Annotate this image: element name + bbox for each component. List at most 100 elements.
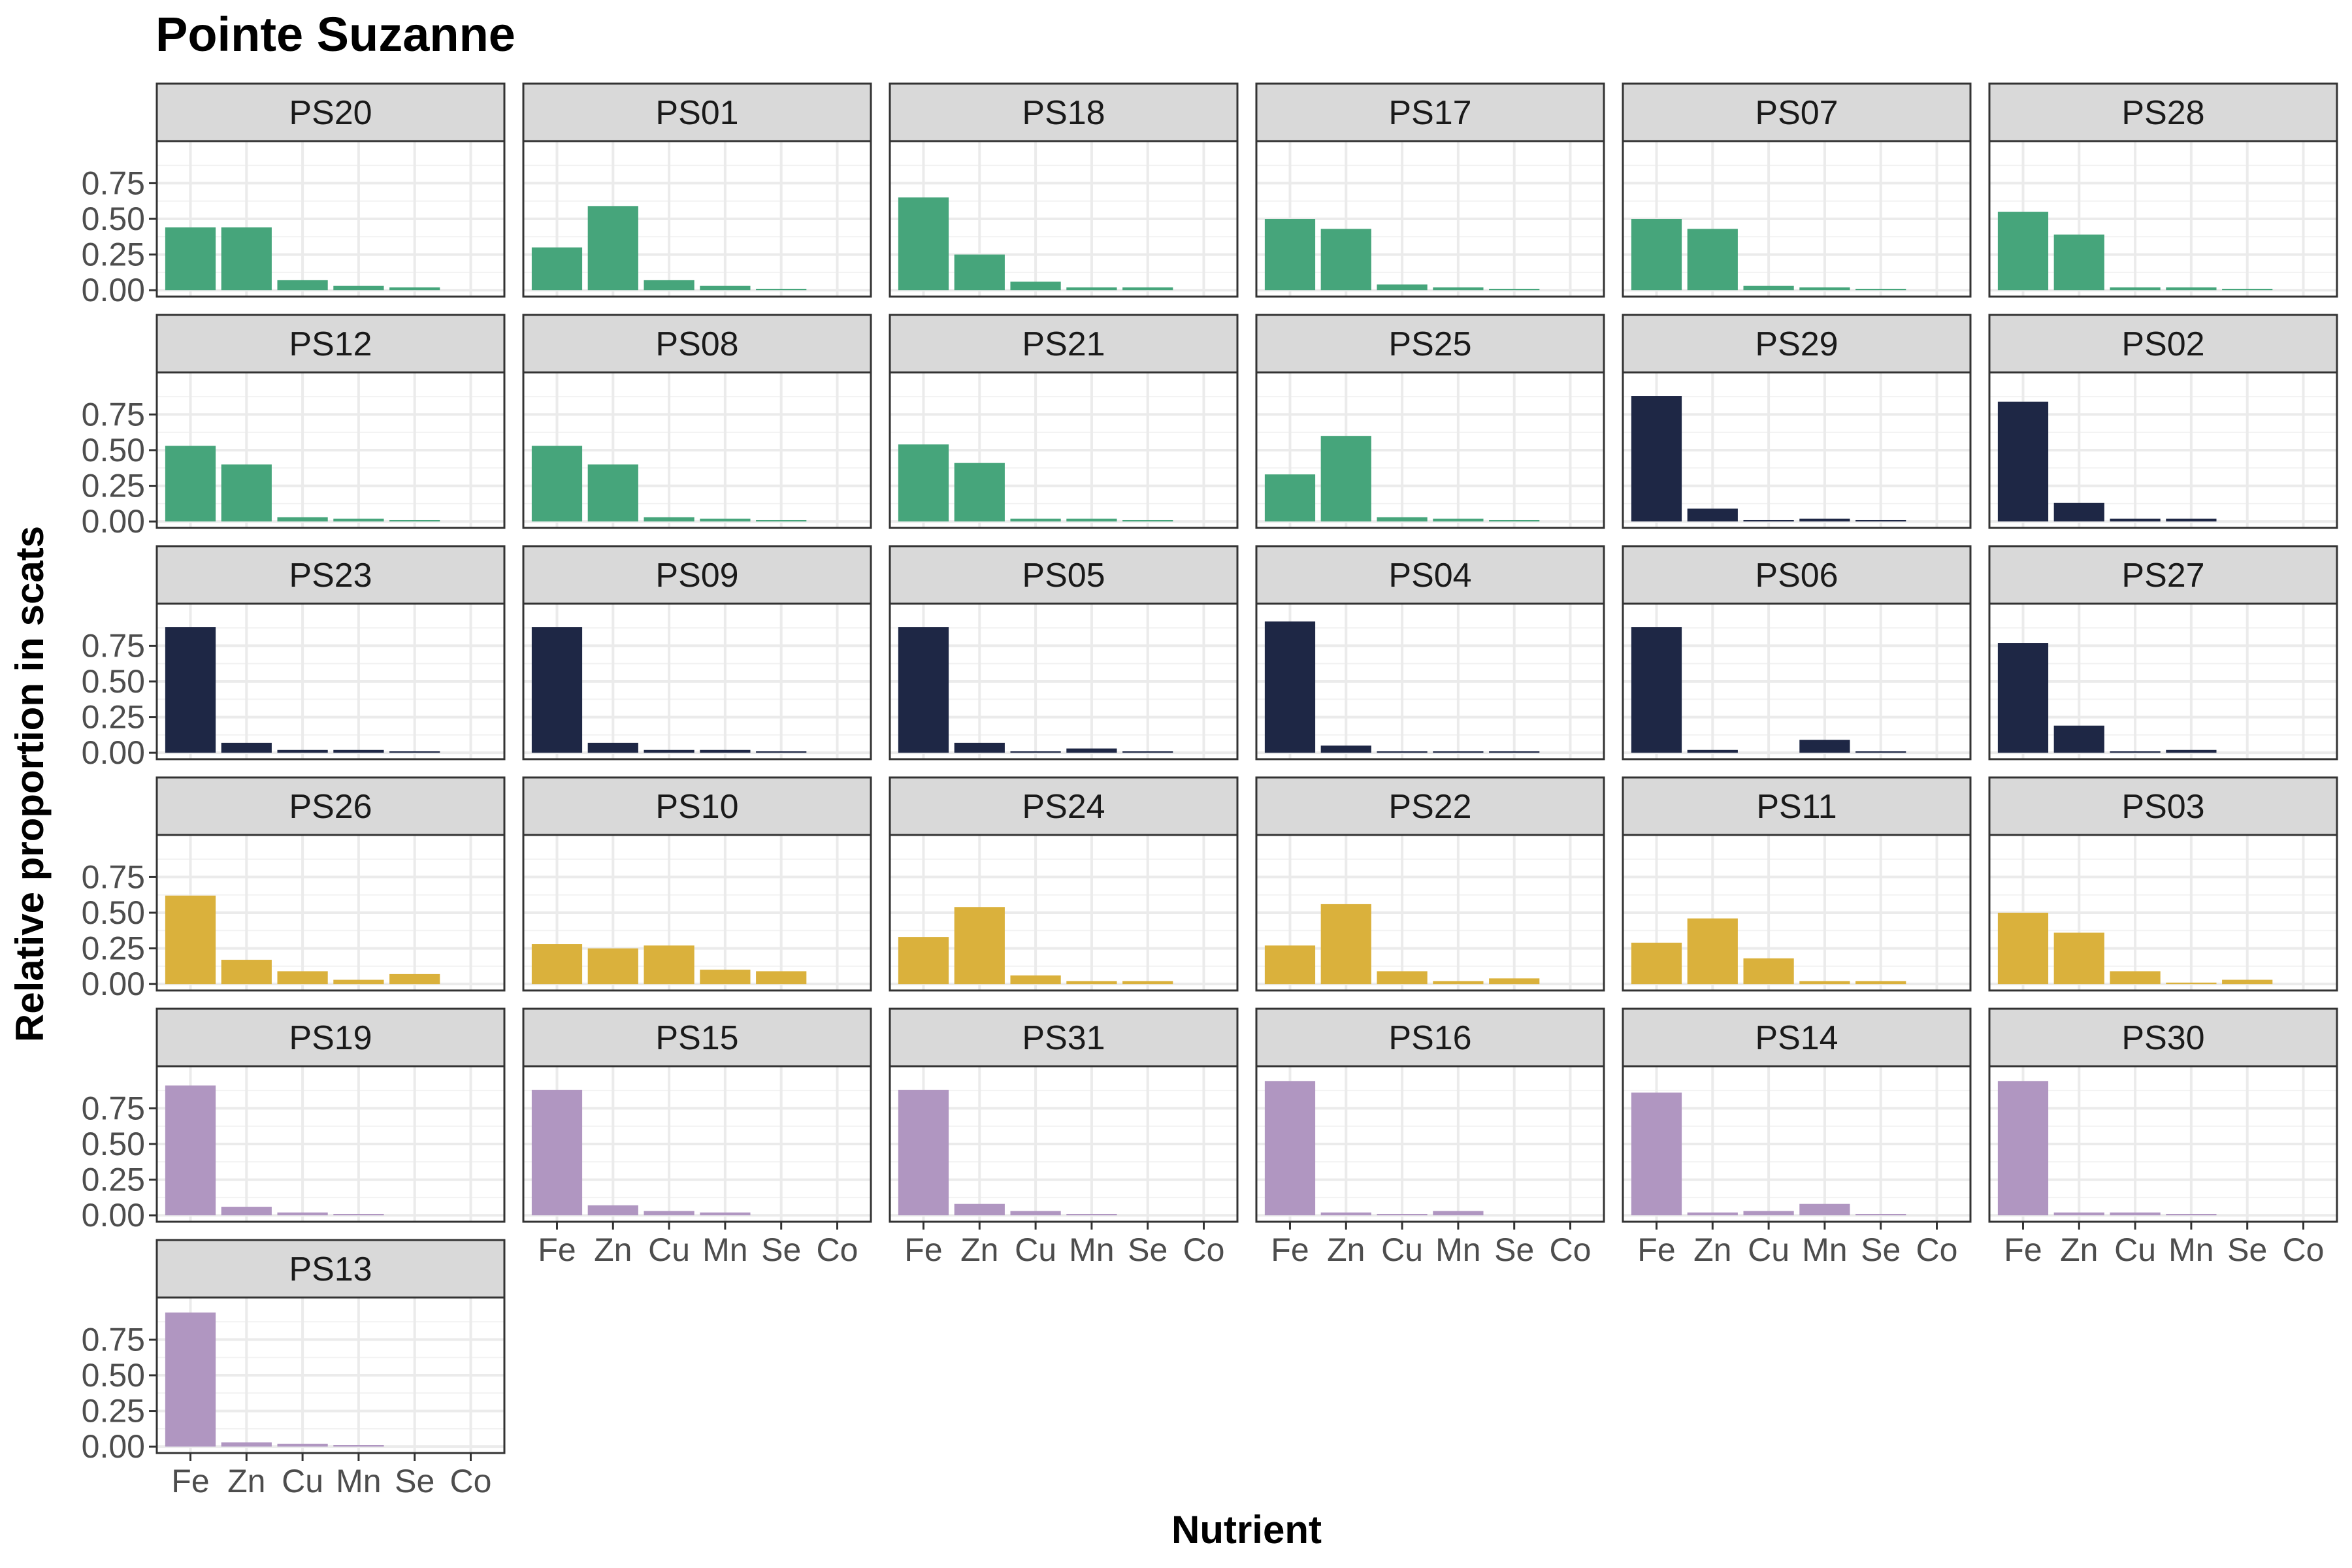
y-tick-label: 0.00	[82, 1428, 145, 1465]
y-tick-label: 0.25	[82, 1393, 145, 1429]
bar-zn	[954, 742, 1005, 753]
y-tick-label: 0.75	[82, 858, 145, 895]
facet-panel-ps23: PS23 0.000.250.500.75	[82, 545, 506, 771]
facet-strip	[1255, 776, 1605, 836]
facet-panel-ps30: PS30 Fe Zn Cu Mn Se Co	[1988, 1007, 2338, 1268]
bar-cu	[277, 971, 328, 985]
bar-se	[389, 751, 440, 753]
facet-panel-ps12: PS12 0.000.250.500.75	[82, 314, 506, 540]
facet-strip	[889, 545, 1239, 605]
bar-se	[1122, 751, 1173, 753]
y-tick-label: 0.75	[82, 627, 145, 664]
bar-cu	[1377, 971, 1428, 985]
bar-cu	[277, 517, 328, 522]
facet-strip	[155, 1239, 506, 1299]
facet-strip	[1255, 314, 1605, 374]
bar-mn	[1799, 518, 1850, 522]
x-tick-label: Fe	[171, 1463, 209, 1499]
bar-se	[389, 287, 440, 291]
x-tick-label: Co	[817, 1232, 858, 1268]
bar-mn	[1066, 287, 1117, 291]
y-tick-label: 0.00	[82, 966, 145, 1002]
bar-fe	[898, 627, 949, 753]
bar-fe	[898, 1090, 949, 1216]
facet-label: PS30	[2121, 1019, 2204, 1057]
bar-fe	[1997, 401, 2049, 522]
facet-strip	[155, 314, 506, 374]
bar-fe	[165, 227, 216, 291]
bar-fe	[1631, 396, 1682, 522]
bar-cu	[1743, 1211, 1794, 1216]
bar-mn	[700, 518, 751, 522]
bar-fe	[165, 627, 216, 753]
facet-label: PS25	[1388, 325, 1471, 363]
facet-label: PS28	[2121, 94, 2204, 132]
bar-mn	[2166, 1213, 2217, 1216]
facet-label: PS31	[1022, 1019, 1105, 1057]
bar-zn	[1320, 1212, 1371, 1216]
facet-panel-ps02: PS02	[1988, 314, 2338, 529]
bar-zn	[954, 254, 1005, 291]
facet-panel-ps01: PS01	[522, 82, 872, 298]
bar-zn	[1687, 749, 1738, 753]
facet-strip	[522, 82, 872, 142]
bar-fe	[1264, 219, 1316, 291]
panel-border	[1988, 371, 2338, 529]
facet-panel-ps15: PS15 Fe Zn Cu Mn Se Co	[522, 1007, 872, 1268]
facet-panel-ps17: PS17	[1255, 82, 1605, 298]
chart-title: Pointe Suzanne	[155, 7, 515, 61]
y-tick-label: 0.50	[82, 1126, 145, 1162]
y-tick-label: 0.25	[82, 468, 145, 504]
x-tick-label: Cu	[1381, 1232, 1423, 1268]
facet-label: PS10	[655, 788, 738, 826]
bar-fe	[898, 937, 949, 985]
x-tick-label: Co	[2283, 1232, 2325, 1268]
bar-cu	[1377, 284, 1428, 291]
bar-se	[756, 751, 807, 753]
bar-fe	[531, 944, 583, 985]
x-tick-label: Mn	[702, 1232, 747, 1268]
bar-zn	[954, 1203, 1005, 1216]
bar-cu	[277, 1443, 328, 1447]
bar-cu	[1010, 282, 1061, 291]
facet-label: PS04	[1388, 557, 1471, 595]
bar-zn	[2053, 725, 2104, 753]
bar-cu	[1377, 1213, 1428, 1216]
facet-panel-ps06: PS06	[1622, 545, 1972, 760]
bar-se	[1855, 288, 1906, 291]
bar-mn	[2166, 749, 2217, 753]
bar-mn	[1066, 981, 1117, 985]
facet-strip	[1622, 1007, 1972, 1068]
x-tick-label: Cu	[1015, 1232, 1056, 1268]
facet-panel-ps08: PS08	[522, 314, 872, 529]
panel-border	[522, 834, 872, 992]
bar-mn	[700, 1212, 751, 1216]
facet-strip	[1988, 82, 2338, 142]
panel-border	[889, 371, 1239, 529]
facet-strip	[1988, 1007, 2338, 1068]
x-tick-label: Mn	[1069, 1232, 1114, 1268]
y-tick-label: 0.25	[82, 1162, 145, 1198]
bar-mn	[1433, 518, 1484, 522]
bar-cu	[1377, 751, 1428, 753]
bar-se	[756, 288, 807, 291]
bar-cu	[1743, 286, 1794, 291]
x-tick-label: Fe	[1271, 1232, 1309, 1268]
panel-border	[522, 371, 872, 529]
bar-zn	[2053, 1212, 2104, 1216]
x-tick-label: Zn	[2060, 1232, 2098, 1268]
x-tick-label: Se	[2227, 1232, 2267, 1268]
bar-zn	[221, 1207, 272, 1216]
bar-mn	[2166, 287, 2217, 291]
y-tick-label: 0.75	[82, 165, 145, 201]
bar-fe	[1631, 1092, 1682, 1216]
bar-fe	[1264, 621, 1316, 753]
facet-label: PS13	[289, 1250, 372, 1288]
facet-strip	[1622, 82, 1972, 142]
facet-label: PS19	[289, 1019, 372, 1057]
panel-border	[889, 1065, 1239, 1223]
facet-panel-ps07: PS07	[1622, 82, 1972, 298]
facet-strip	[1988, 776, 2338, 836]
bar-cu	[1010, 1211, 1061, 1216]
